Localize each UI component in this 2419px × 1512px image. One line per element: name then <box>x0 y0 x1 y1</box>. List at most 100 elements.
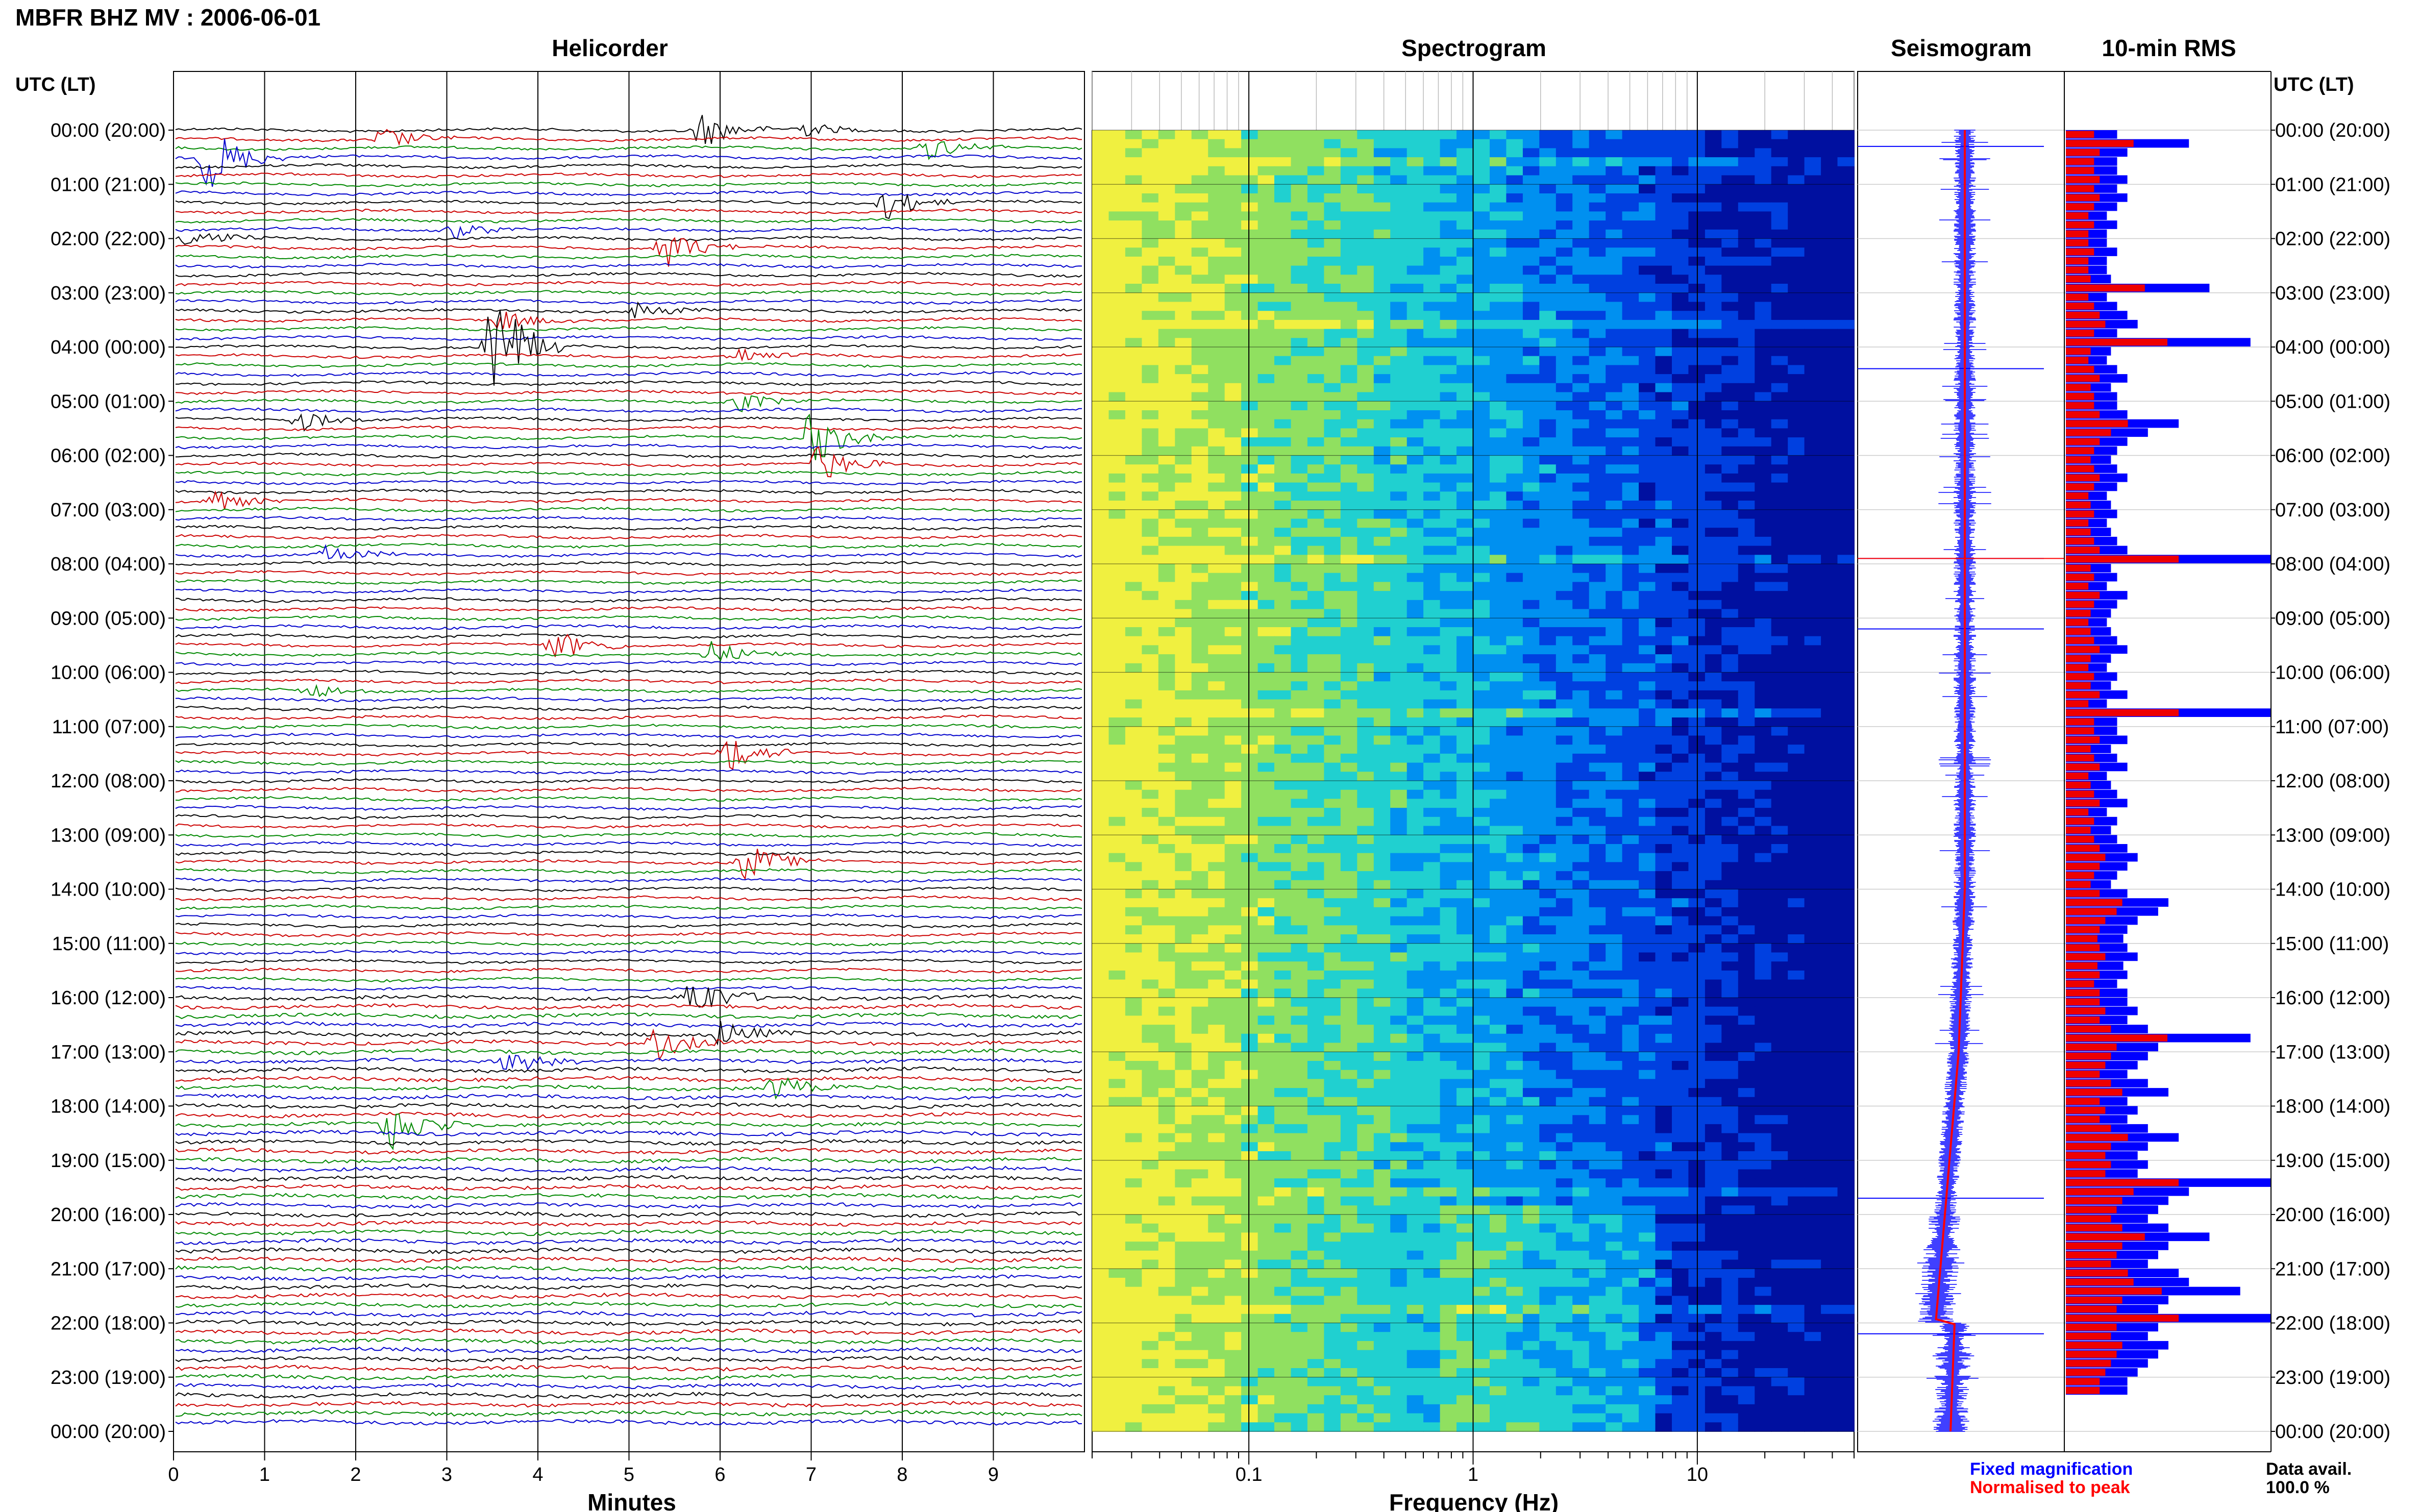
spectrogram-cell <box>1291 139 1308 149</box>
spectrogram-cell <box>1771 509 1788 519</box>
spectrogram-cell <box>1589 338 1606 348</box>
spectrogram-cell <box>1622 745 1639 754</box>
spectrogram-cell <box>1224 979 1242 989</box>
spectrogram-cell <box>1390 528 1408 537</box>
spectrogram-cell <box>1721 645 1739 655</box>
spectrogram-cell <box>1738 979 1756 989</box>
spectrogram-cell <box>1191 663 1208 673</box>
spectrogram-cell <box>1788 292 1805 303</box>
spectrogram-cell <box>1788 347 1805 357</box>
spectrogram-cell <box>1357 988 1374 998</box>
spectrogram-cell <box>1224 988 1242 998</box>
helicorder-trace <box>175 849 1082 880</box>
spectrogram-cell <box>1108 735 1126 745</box>
spectrogram-cell <box>1423 536 1441 547</box>
spectrogram-cell <box>1738 582 1756 591</box>
spectrogram-cell <box>1788 455 1805 465</box>
spectrogram-cell <box>1821 166 1838 176</box>
spectrogram-cell <box>1572 663 1590 673</box>
spectrogram-cell <box>1406 681 1424 691</box>
spectrogram-cell <box>1506 265 1523 276</box>
spectrogram-cell <box>1307 329 1325 339</box>
spectrogram-cell <box>1622 835 1639 845</box>
spectrogram-cell <box>1125 509 1143 519</box>
spectrogram-cell <box>1291 564 1308 574</box>
helicorder-trace <box>175 805 1082 811</box>
spectrogram-cell <box>1423 383 1441 393</box>
spectrogram-cell <box>1423 238 1441 248</box>
spectrogram-cell <box>1556 1070 1573 1080</box>
helicorder-trace <box>175 290 1082 296</box>
spectrogram-cell <box>1788 681 1805 691</box>
spectrogram-cell <box>1622 148 1639 158</box>
spectrogram-cell <box>1506 871 1523 881</box>
spectrogram-cell <box>1738 446 1756 456</box>
spectrogram-cell <box>1655 816 1672 827</box>
spectrogram-cell <box>1473 546 1490 556</box>
spectrogram-cell <box>1639 130 1656 140</box>
spectrogram-cell <box>1092 690 1109 700</box>
spectrogram-cell <box>1125 365 1143 375</box>
spectrogram-cell <box>1406 735 1424 745</box>
spectrogram-cell <box>1705 826 1722 835</box>
spectrogram-cell <box>1108 536 1126 547</box>
spectrogram-cell <box>1440 889 1457 899</box>
spectrogram-cell <box>1224 609 1242 618</box>
spectrogram-cell <box>1804 157 1821 167</box>
spectrogram-cell <box>1539 934 1557 944</box>
spectrogram-cell <box>1589 184 1606 194</box>
spectrogram-cell <box>1291 952 1308 962</box>
spectrogram-cell <box>1241 419 1258 429</box>
spectrogram-cell <box>1092 871 1109 881</box>
spectrogram-cell <box>1522 347 1540 357</box>
spectrogram-cell <box>1340 762 1358 773</box>
spectrogram-cell <box>1092 464 1109 474</box>
spectrogram-cell <box>1804 943 1821 953</box>
spectrogram-cell <box>1241 582 1258 591</box>
spectrogram-cell <box>1788 573 1805 583</box>
spectrogram-cell <box>1556 410 1573 420</box>
spectrogram-cell <box>1257 808 1275 817</box>
spectrogram-cell <box>1092 907 1109 917</box>
spectrogram-cell <box>1108 627 1126 637</box>
spectrogram-cell <box>1755 690 1772 700</box>
spectrogram-cell <box>1721 193 1739 203</box>
spectrogram-cell <box>1108 1043 1126 1052</box>
spectrogram-cell <box>1457 645 1474 655</box>
spectrogram-cell <box>1340 555 1358 564</box>
spectrogram-cell <box>1755 491 1772 501</box>
spectrogram-cell <box>1672 717 1689 727</box>
spectrogram-cell <box>1340 844 1358 854</box>
spectrogram-cell <box>1589 446 1606 456</box>
spectrogram-cell <box>1108 130 1126 140</box>
spectrogram-cell <box>1274 166 1292 176</box>
spectrogram-cell <box>1506 175 1523 185</box>
spectrogram-cell <box>1092 184 1109 194</box>
spectrogram-cell <box>1771 518 1788 528</box>
spectrogram-cell <box>1373 238 1391 248</box>
spectrogram-cell <box>1440 998 1457 1007</box>
spectrogram-cell <box>1208 238 1225 248</box>
spectrogram-cell <box>1622 509 1639 519</box>
spectrogram-cell <box>1208 781 1225 790</box>
spectrogram-cell <box>1191 555 1208 564</box>
spectrogram-cell <box>1191 952 1208 962</box>
spectrogram-cell <box>1639 329 1656 339</box>
spectrogram-cell <box>1755 175 1772 185</box>
spectrogram-cell <box>1092 202 1109 212</box>
spectrogram-cell <box>1738 184 1756 194</box>
spectrogram-cell <box>1837 392 1855 402</box>
spectrogram-cell <box>1357 1070 1374 1080</box>
spectrogram-cell <box>1191 1006 1208 1017</box>
spectrogram-cell <box>1175 609 1192 618</box>
spectrogram-cell <box>1738 907 1756 917</box>
spectrogram-cell <box>1390 564 1408 574</box>
spectrogram-cell <box>1175 229 1192 239</box>
spectrogram-cell <box>1639 338 1656 348</box>
spectrogram-cell <box>1257 636 1275 646</box>
spectrogram-cell <box>1142 184 1159 194</box>
spectrogram-cell <box>1357 130 1374 140</box>
spectrogram-cell <box>1821 898 1838 908</box>
spectrogram-cell <box>1771 148 1788 158</box>
spectrogram-cell <box>1373 1006 1391 1017</box>
